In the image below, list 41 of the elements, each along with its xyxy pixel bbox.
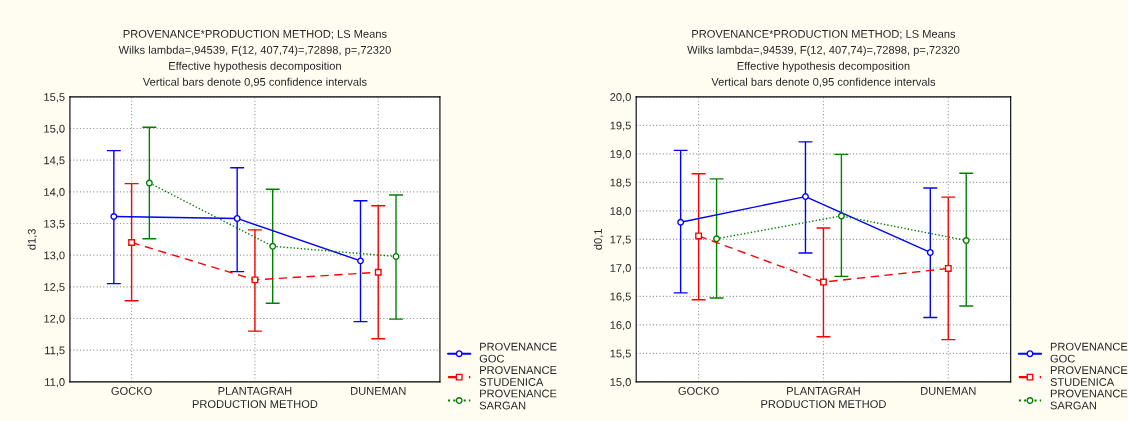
x-tick-label: PLANTAGRAH bbox=[787, 387, 860, 395]
y-tick-label: 13,0 bbox=[44, 251, 65, 261]
y-tick-label: 11,5 bbox=[45, 346, 65, 356]
y-axis-title: d0,1 bbox=[593, 229, 604, 250]
y-tick-label: 18,0 bbox=[610, 207, 631, 217]
x-tick-label: PLANTAGRAH bbox=[218, 387, 292, 395]
y-tick-label: 12,0 bbox=[44, 314, 65, 324]
legend-label: PROVENANCE STUDENICA bbox=[1050, 366, 1128, 386]
x-axis-title: PRODUCTION METHOD bbox=[761, 400, 886, 408]
chart-title: PROVENANCE*PRODUCTION METHOD; LS Means bbox=[123, 29, 387, 40]
y-tick-label: 18,5 bbox=[610, 178, 631, 188]
y-tick-label: 14,5 bbox=[44, 156, 65, 166]
legend-label: PROVENANCE SARGAN bbox=[479, 389, 557, 410]
y-tick-label: 20,0 bbox=[610, 93, 631, 103]
x-tick-label: DUNEMAN bbox=[351, 387, 406, 395]
y-tick-label: 14,0 bbox=[44, 188, 65, 198]
y-tick-label: 19,0 bbox=[610, 150, 631, 160]
y-tick-label: 15,0 bbox=[44, 124, 65, 134]
y-tick-label: 11,0 bbox=[45, 378, 65, 388]
y-tick-label: 15,5 bbox=[44, 93, 65, 103]
chart-subtitle: Wilks lambda=,94539, F(12, 407,74)=,72898, p=,72320 Effective hypothesis decomposition Vertical bars denote 0,95 confidence intervals bbox=[687, 45, 960, 88]
x-tick-label: GOCKO bbox=[111, 387, 152, 395]
y-tick-label: 16,5 bbox=[610, 292, 631, 302]
y-tick-label: 16,0 bbox=[610, 321, 631, 331]
chart-title: PROVENANCE*PRODUCTION METHOD; LS Means bbox=[692, 29, 956, 40]
x-tick-label: GOCKO bbox=[678, 387, 719, 395]
legend-label: PROVENANCE GOC bbox=[1050, 342, 1128, 363]
legend-label: PROVENANCE GOC bbox=[479, 342, 557, 363]
y-tick-label: 17,0 bbox=[610, 264, 631, 274]
x-axis-title: PRODUCTION METHOD bbox=[192, 400, 318, 408]
y-tick-label: 19,5 bbox=[610, 121, 631, 131]
y-tick-label: 15,5 bbox=[610, 349, 631, 359]
y-tick-label: 12,5 bbox=[44, 283, 65, 293]
legend-label: PROVENANCE STUDENICA bbox=[479, 366, 557, 386]
y-tick-label: 17,5 bbox=[610, 235, 631, 245]
x-tick-label: DUNEMAN bbox=[921, 387, 976, 395]
y-tick-label: 13,5 bbox=[44, 219, 65, 229]
y-tick-label: 15,0 bbox=[610, 378, 631, 388]
legend-label: PROVENANCE SARGAN bbox=[1050, 389, 1128, 410]
chart-subtitle: Wilks lambda=,94539, F(12, 407,74)=,72898, p=,72320 Effective hypothesis decomposition Vertical bars denote 0,95 confidence intervals bbox=[118, 45, 391, 88]
y-axis-title: d1,3 bbox=[27, 229, 38, 250]
